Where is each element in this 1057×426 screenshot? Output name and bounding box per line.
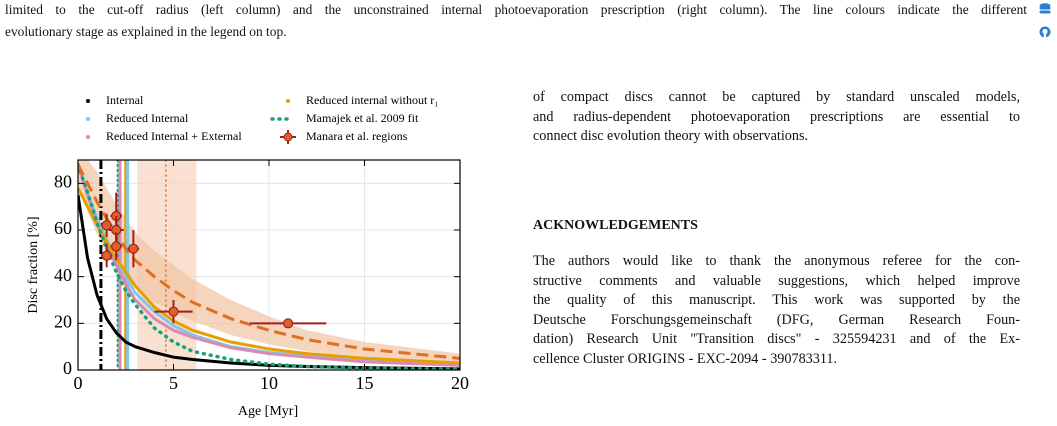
text-line: structive comments and valuable suggesti… — [533, 272, 1020, 289]
caption-line: limited to the cut-off radius (left colu… — [5, 2, 1027, 17]
legend-label: Reduced Internal + External — [106, 129, 242, 143]
legend-label: Internal — [106, 93, 144, 107]
paragraph: of compact discs cannot be captured by s… — [533, 88, 1020, 147]
y-tick-label: 80 — [54, 171, 72, 191]
y-tick-label: 40 — [54, 265, 72, 285]
data-point — [101, 220, 112, 231]
legend-marker — [286, 99, 290, 103]
y-axis-label: Disc fraction [%] — [26, 216, 41, 313]
legend-marker — [86, 99, 90, 103]
paragraph: The authors would like to thank the anon… — [533, 252, 1020, 370]
database-icon — [1039, 3, 1051, 14]
x-axis-label: Age [Myr] — [238, 404, 298, 419]
caption-line: evolutionary stage as explained in the l… — [5, 24, 287, 39]
text-line: of compact discs cannot be captured by s… — [533, 89, 1020, 105]
plot-area — [78, 160, 460, 370]
y-tick-label: 20 — [54, 311, 72, 331]
series-line — [78, 163, 460, 360]
data-point — [168, 306, 179, 317]
text-line: and radius-dependent photoevaporation pr… — [533, 108, 1020, 125]
x-tick-label: 0 — [74, 373, 83, 393]
text-line: the quality of this manuscript. This wor… — [533, 292, 1020, 309]
data-point — [111, 241, 122, 252]
data-point — [283, 318, 294, 329]
chart: Age [Myr] Disc fraction [%] 0 5 10 15 20 0 20 4… — [26, 93, 469, 419]
legend-label: Reduced internal without r₁ — [306, 93, 438, 107]
legend-label: Manara et al. regions — [306, 129, 408, 143]
series-line — [78, 162, 460, 370]
data-point — [101, 250, 112, 261]
section-heading: ACKNOWLEDGEMENTS — [533, 218, 698, 233]
legend-label: Reduced Internal — [106, 111, 189, 125]
text-line: cellence Cluster ORIGINS - EXC-2094 - 39… — [533, 350, 838, 367]
x-tick-label: 10 — [260, 373, 278, 393]
y-tick-label: 60 — [54, 218, 72, 238]
github-icon[interactable] — [1039, 26, 1051, 38]
x-tick-label: 5 — [169, 373, 178, 393]
text-line: dation) Research Unit "Transition discs"… — [533, 331, 1020, 348]
y-tick-label: 0 — [63, 358, 72, 378]
text-line: Deutsche Forschungsgemeinschaft (DFG, Ge… — [533, 311, 1020, 328]
legend-marker — [86, 135, 90, 139]
side-icons — [1039, 3, 1051, 38]
text-line: The authors would like to thank the anon… — [533, 253, 1020, 269]
data-point — [128, 243, 139, 254]
legend-marker — [283, 132, 293, 142]
x-tick-label: 15 — [356, 373, 374, 393]
legend-label: Mamajek et al. 2009 fit — [306, 111, 419, 125]
x-tick-label: 20 — [451, 373, 469, 393]
legend-marker — [86, 117, 90, 121]
text-line: connect disc evolution theory with obser… — [533, 128, 809, 145]
